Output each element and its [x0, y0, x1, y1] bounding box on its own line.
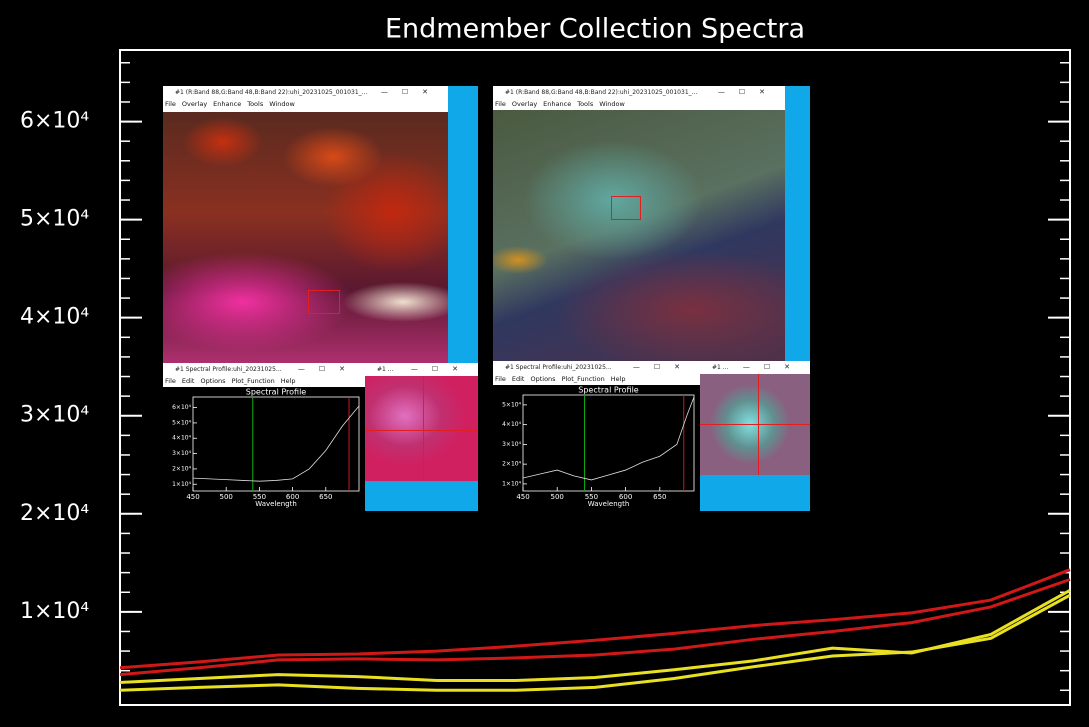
- menu-item[interactable]: Overlay: [511, 100, 538, 108]
- spectrum-line: [192, 405, 360, 482]
- y-tick-label: 4×10⁴: [20, 305, 89, 330]
- profile-window: #1 Spectral Profile:uhi_20231025... —☐✕ F…: [493, 361, 700, 511]
- menu-item[interactable]: Help: [280, 377, 296, 385]
- x-tick-label: 600: [619, 493, 632, 501]
- y-tick-label: 1×10⁴: [502, 480, 521, 487]
- zoom-window: #1 ... —☐✕: [365, 363, 478, 511]
- zoom-view: [365, 376, 478, 481]
- menu-bar[interactable]: File Edit Options Plot_Function Help: [163, 376, 365, 387]
- menu-item[interactable]: Enhance: [543, 100, 572, 108]
- menu-item[interactable]: Window: [599, 100, 625, 108]
- image-view: [163, 112, 448, 365]
- plot-frame: [192, 396, 360, 492]
- spectrum-line: [119, 593, 1071, 692]
- y-tick-label: 6×10⁴: [20, 109, 89, 134]
- x-axis-label: Wavelength: [255, 500, 297, 508]
- y-tick-label: 1×10⁴: [172, 481, 191, 488]
- image-view: [493, 110, 785, 363]
- window-title: #1 Spectral Profile:uhi_20231025...: [175, 366, 282, 373]
- menu-item[interactable]: Options: [200, 377, 226, 385]
- title-bar: #1 (R:Band 88,G:Band 48,B:Band 22):uhi_2…: [175, 88, 442, 96]
- y-tick-label: 3×10⁴: [20, 403, 89, 428]
- spectrum-line: [119, 578, 1071, 677]
- menu-item[interactable]: File: [165, 377, 176, 385]
- desktop: [700, 475, 810, 511]
- menu-item[interactable]: Plot_Function: [561, 375, 605, 383]
- window-title: #1 ...: [377, 366, 394, 373]
- y-tick-label: 2×10⁴: [502, 461, 521, 468]
- menu-bar[interactable]: File Overlay Enhance Tools Window: [163, 99, 448, 110]
- y-tick-label: 5×10⁴: [20, 207, 89, 232]
- title-bar: #1 ... —☐✕: [377, 365, 472, 373]
- menu-item[interactable]: File: [165, 100, 176, 108]
- profile-plot: Spectral Profile 1×10⁴ 2×10⁴ 3×10⁴ 4×10⁴ 5×10…: [493, 385, 700, 511]
- desktop: [448, 86, 478, 365]
- image-window: #1 (R:Band 88,G:Band 48,B:Band 22):uhi_2…: [493, 86, 785, 363]
- plot-frame: [119, 49, 1071, 706]
- x-tick-label: 550: [585, 493, 598, 501]
- profile-plot: Spectral Profile 1×10⁴ 2×10⁴ 3×10⁴ 4×10⁴ 5×10…: [163, 387, 365, 511]
- title-bar: #1 Spectral Profile:uhi_20231025... —☐✕: [175, 365, 359, 373]
- menu-item[interactable]: Help: [610, 375, 626, 383]
- menu-item[interactable]: Plot_Function: [231, 377, 275, 385]
- menu-item[interactable]: Enhance: [213, 100, 242, 108]
- title-bar: #1 (R:Band 88,G:Band 48,B:Band 22):uhi_2…: [505, 88, 779, 96]
- x-tick-label: 450: [516, 493, 529, 501]
- menu-bar[interactable]: File Edit Options Plot_Function Help: [493, 374, 700, 385]
- menu-item[interactable]: File: [495, 100, 506, 108]
- zoom-view: [700, 374, 810, 475]
- spectrum-line: [119, 568, 1071, 670]
- y-tick-label: 1×10⁴: [20, 599, 89, 624]
- y-tick-label: 5×10⁴: [502, 401, 521, 408]
- y-tick-label: 3×10⁴: [172, 450, 191, 457]
- plot-frame: [522, 394, 695, 492]
- plot-title: Endmember Collection Spectra: [385, 14, 805, 45]
- x-tick-label: 450: [186, 493, 199, 501]
- x-tick-label: 550: [253, 493, 266, 501]
- plot-title: Spectral Profile: [246, 388, 307, 397]
- spectrum-line: [119, 588, 1071, 684]
- zoom-box: [611, 196, 641, 220]
- menu-item[interactable]: Options: [530, 375, 556, 383]
- window-title: #1 (R:Band 88,G:Band 48,B:Band 22):uhi_2…: [505, 89, 698, 96]
- x-tick-label: 500: [220, 493, 233, 501]
- y-tick-label: 3×10⁴: [502, 441, 521, 448]
- spectrum-line: [522, 396, 695, 481]
- window-title: #1 Spectral Profile:uhi_20231025...: [505, 364, 612, 371]
- x-tick-label: 650: [319, 493, 332, 501]
- menu-item[interactable]: Tools: [247, 100, 264, 108]
- menu-item[interactable]: File: [495, 375, 506, 383]
- menu-item[interactable]: Edit: [181, 377, 195, 385]
- x-tick-label: 600: [286, 493, 299, 501]
- profile-window: #1 Spectral Profile:uhi_20231025... —☐✕ F…: [163, 363, 365, 511]
- window-title: #1 (R:Band 88,G:Band 48,B:Band 22):uhi_2…: [175, 89, 368, 96]
- zoom-window: #1 ... —☐✕: [700, 361, 810, 511]
- x-tick-label: 650: [653, 493, 666, 501]
- y-tick-label: 6×10⁴: [172, 404, 191, 411]
- image-window: #1 (R:Band 88,G:Band 48,B:Band 22):uhi_2…: [163, 86, 448, 365]
- zoom-box: [308, 290, 340, 314]
- window-title: #1 ...: [712, 364, 729, 371]
- desktop: [365, 481, 478, 511]
- x-tick-label: 500: [551, 493, 564, 501]
- y-tick-label: 4×10⁴: [502, 421, 521, 428]
- menu-bar[interactable]: File Overlay Enhance Tools Window: [493, 99, 785, 110]
- y-tick-label: 2×10⁴: [172, 465, 191, 472]
- menu-item[interactable]: Overlay: [181, 100, 208, 108]
- y-tick-label: 2×10⁴: [20, 501, 89, 526]
- x-axis-label: Wavelength: [588, 500, 630, 508]
- plot-title: Spectral Profile: [578, 386, 639, 395]
- menu-item[interactable]: Edit: [511, 375, 525, 383]
- y-tick-label: 4×10⁴: [172, 435, 191, 442]
- menu-item[interactable]: Window: [269, 100, 295, 108]
- title-bar: #1 ... —☐✕: [712, 363, 804, 371]
- desktop: [785, 86, 810, 363]
- title-bar: #1 Spectral Profile:uhi_20231025... —☐✕: [505, 363, 694, 371]
- y-tick-label: 5×10⁴: [172, 419, 191, 426]
- menu-item[interactable]: Tools: [577, 100, 594, 108]
